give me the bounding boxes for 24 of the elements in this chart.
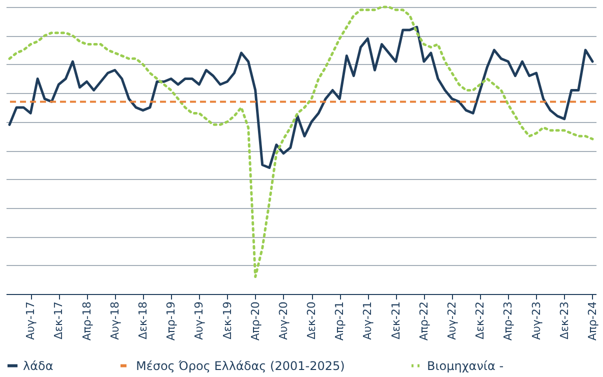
x-tick-label: Αυγ-18 xyxy=(108,302,122,340)
x-tick-label: Απρ-21 xyxy=(333,302,346,341)
x-tick-label: Απρ-20 xyxy=(248,302,262,341)
x-tick-label: Αυγ-17 xyxy=(24,302,38,340)
x-tick-label: Αυγ-21 xyxy=(361,302,374,340)
legend-label: Βιομηχανία - xyxy=(427,358,504,373)
x-tick-label: Αυγ-22 xyxy=(446,302,459,340)
x-tick-label: Απρ-22 xyxy=(417,302,430,341)
x-tick-label: Δεκ-21 xyxy=(389,302,402,340)
x-tick-label: Δεκ-23 xyxy=(558,302,571,340)
x-tick-label: Δεκ-17 xyxy=(52,302,66,340)
x-tick-label: Απρ-18 xyxy=(80,302,94,341)
x-tick-label: Απρ-23 xyxy=(502,302,515,341)
x-tick-label: Δεκ-20 xyxy=(305,302,318,340)
x-tick-label: Δεκ-18 xyxy=(136,302,150,340)
x-tick-label: Αυγ-23 xyxy=(530,302,543,340)
legend-label: λάδα xyxy=(23,358,54,373)
x-tick-label: Αυγ-20 xyxy=(276,302,290,340)
x-tick-label: Δεκ-19 xyxy=(220,302,234,340)
x-tick-label: Δεκ-22 xyxy=(474,302,487,340)
x-tick-label: Απρ-19 xyxy=(164,302,178,341)
x-tick-label: Αυγ-19 xyxy=(192,302,206,340)
legend-label: Μέσος Όρος Ελλάδας (2001-2025) xyxy=(136,358,345,373)
x-tick-label: Απρ-24 xyxy=(586,302,599,341)
